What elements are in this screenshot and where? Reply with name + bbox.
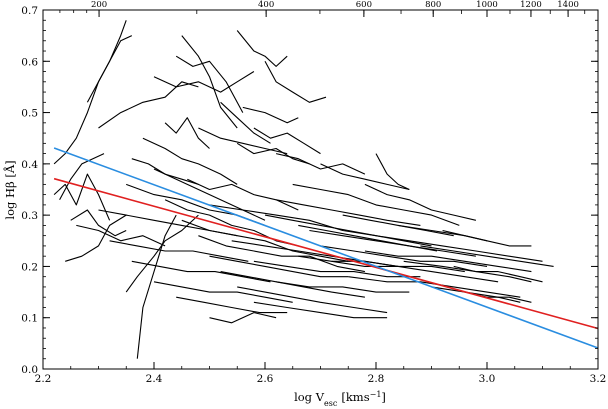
track-line-10 <box>153 71 255 93</box>
y-tick-label: 0.2 <box>21 261 38 273</box>
track-line-49 <box>176 296 288 314</box>
track-line-43 <box>198 127 288 155</box>
x-tick-label: 2.2 <box>35 373 52 385</box>
track-line-3 <box>59 153 105 201</box>
track-line-37 <box>431 286 521 303</box>
track-line-63 <box>220 101 271 144</box>
top-tick-label: 400 <box>258 0 274 10</box>
y-tick-label: 0.7 <box>21 5 38 17</box>
track-line-42 <box>236 142 310 165</box>
x-tick-label: 2.6 <box>257 373 274 385</box>
y-tick-label: 0.3 <box>21 210 38 222</box>
galaxy-tracks <box>53 20 554 359</box>
track-line-48 <box>153 281 293 303</box>
track-line-13 <box>236 30 288 67</box>
track-line-6 <box>65 214 127 262</box>
track-line-55 <box>253 260 421 278</box>
fit-line-1 <box>53 177 599 330</box>
track-line-8 <box>125 214 199 293</box>
track-line-5 <box>70 209 127 237</box>
x-tick-label: 3.2 <box>590 373 607 385</box>
track-line-33 <box>375 235 543 262</box>
track-line-53 <box>209 204 377 237</box>
top-tick-label: 800 <box>425 0 441 10</box>
track-line-59 <box>453 265 543 283</box>
track-line-24 <box>253 301 388 319</box>
y-tick-label: 0.4 <box>21 159 38 171</box>
x-axis-title: log Vesc [kms−1] <box>294 390 386 408</box>
track-line-57 <box>298 255 465 273</box>
track-line-18 <box>164 199 299 247</box>
track-line-51 <box>76 224 166 247</box>
track-line-23 <box>237 286 388 314</box>
track-line-9 <box>98 81 199 129</box>
track-line-45 <box>98 209 238 237</box>
y-tick-label: 0.1 <box>21 313 38 325</box>
track-line-2 <box>86 35 133 103</box>
track-line-21 <box>209 255 349 278</box>
track-line-7 <box>136 214 177 359</box>
x-tick-label: 3.0 <box>479 373 496 385</box>
track-line-30 <box>331 260 499 283</box>
x-axis-title-superscript: −1 <box>370 390 382 399</box>
track-line-64 <box>131 158 199 185</box>
y-tick-label: 0.0 <box>21 364 38 376</box>
top-tick-label: 1000 <box>476 0 498 10</box>
track-line-61 <box>164 117 210 149</box>
track-line-39 <box>320 163 410 191</box>
top-tick-label: 1200 <box>520 0 542 10</box>
track-line-52 <box>187 178 299 211</box>
x-axis-title-subscript: esc <box>324 399 338 408</box>
track-line-12 <box>181 35 238 129</box>
x-axis-title-unit: [kms <box>341 390 369 404</box>
track-line-27 <box>292 183 460 226</box>
y-tick-label: 0.5 <box>21 108 38 120</box>
track-line-66 <box>342 214 454 237</box>
track-line-41 <box>375 153 410 190</box>
track-line-16 <box>142 137 238 185</box>
fit-line-2 <box>53 147 599 349</box>
track-line-36 <box>420 245 554 267</box>
x-axis-title-main: log V <box>294 390 325 404</box>
top-tick-label: 200 <box>91 0 107 10</box>
track-line-35 <box>403 260 532 283</box>
track-line-47 <box>131 260 271 283</box>
y-axis-title: log Hβ [Å] <box>3 160 17 219</box>
track-line-62 <box>253 127 321 155</box>
track-line-38 <box>364 183 477 221</box>
track-line-65 <box>298 224 438 252</box>
x-tick-label: 2.8 <box>368 373 385 385</box>
track-line-46 <box>109 240 249 262</box>
track-line-14 <box>264 61 327 103</box>
track-line-25 <box>264 214 432 247</box>
track-line-29 <box>320 245 488 267</box>
fit-lines <box>53 147 599 349</box>
track-line-17 <box>153 168 266 221</box>
track-line-32 <box>364 250 532 273</box>
y-tick-label: 0.6 <box>21 56 38 68</box>
top-tick-label: 600 <box>356 0 372 10</box>
track-line-50 <box>209 312 277 324</box>
x-tick-label: 2.4 <box>146 373 163 385</box>
track-line-15 <box>242 106 299 124</box>
track-line-56 <box>276 281 410 293</box>
track-line-58 <box>442 229 532 247</box>
track-line-4 <box>53 173 111 221</box>
top-tick-label: 1400 <box>557 0 579 10</box>
axis-ticks: 2.2 2.4 2.6 2.8 3.0 3.2 0.0 0.1 0.2 0.3 0.4 0.5 0.6 0… <box>21 0 606 385</box>
track-line-20 <box>198 235 366 273</box>
track-line-26 <box>276 199 421 226</box>
track-line-11 <box>175 55 244 113</box>
x-axis-title-unit-close: ] <box>381 390 386 404</box>
track-line-1 <box>53 20 127 165</box>
